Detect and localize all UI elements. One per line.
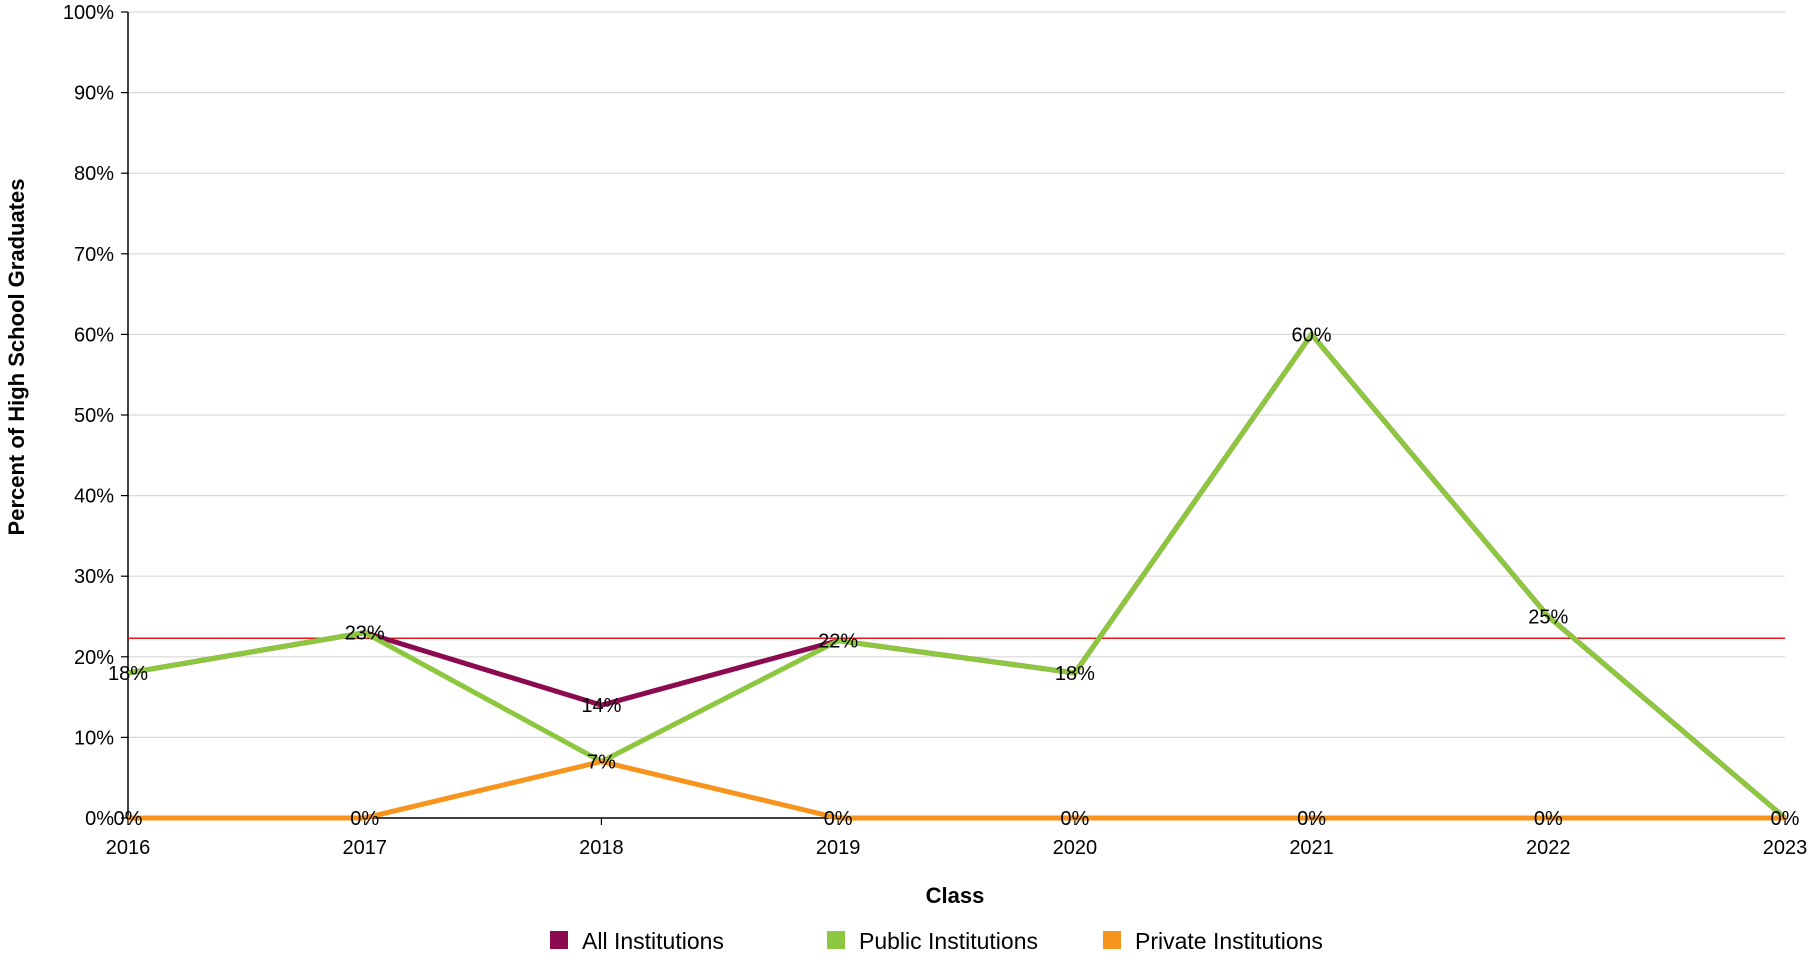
y-tick-label: 40% [74, 486, 114, 508]
legend-label-all-institutions: All Institutions [582, 928, 724, 954]
legend: All Institutions Public Institutions Priva… [550, 928, 1323, 954]
x-tick-label: 2018 [579, 837, 624, 859]
y-tick-label: 100% [63, 2, 114, 24]
legend-swatch-private-institutions [1103, 931, 1121, 949]
series-lines [127, 330, 1787, 821]
data-label: 18% [108, 663, 148, 685]
y-tick-label: 90% [74, 83, 114, 105]
data-label: 0% [1771, 808, 1800, 830]
data-labels: 18% 23% 14% 7% 22% 18% 60% 25% 0% 0% 0% 0% 0% 0% 0% [108, 324, 1800, 830]
y-tick-label: 70% [74, 244, 114, 266]
x-tick-label: 2019 [816, 837, 861, 859]
legend-swatch-public-institutions [827, 931, 845, 949]
x-tick-label: 2022 [1526, 837, 1571, 859]
x-tick-label: 2016 [106, 837, 151, 859]
data-label: 22% [818, 631, 858, 653]
data-label: 14% [581, 695, 621, 717]
data-label: 60% [1292, 324, 1332, 346]
data-label: 25% [1528, 607, 1568, 629]
x-axis-title: Class [926, 883, 985, 908]
x-tick-label: 2017 [342, 837, 387, 859]
data-label: 0% [114, 808, 143, 830]
data-label: 23% [345, 623, 385, 645]
legend-label-private-institutions: Private Institutions [1135, 928, 1323, 954]
x-tick-label: 2023 [1763, 837, 1808, 859]
y-tick-label: 30% [74, 566, 114, 588]
data-label: 0% [1297, 808, 1326, 830]
x-tick-label: 2020 [1053, 837, 1098, 859]
legend-swatch-all-institutions [550, 931, 568, 949]
data-label: 7% [587, 752, 616, 774]
y-tick-label: 0% [85, 808, 114, 830]
series-line-private-institutions [128, 759, 1785, 821]
data-label: 0% [824, 808, 853, 830]
data-label: 0% [350, 808, 379, 830]
y-tick-label: 50% [74, 405, 114, 427]
y-axis-title: Percent of High School Graduates [4, 179, 29, 536]
y-axis-ticks: 0% 10% 20% 30% 40% 50% 60% 70% 80% 90% 100% [63, 2, 128, 830]
legend-label-public-institutions: Public Institutions [859, 928, 1038, 954]
y-tick-label: 60% [74, 324, 114, 346]
y-tick-label: 10% [74, 727, 114, 749]
series-line-public-institutions [127, 330, 1787, 820]
y-tick-label: 20% [74, 647, 114, 669]
x-tick-label: 2021 [1289, 837, 1334, 859]
y-tick-label: 80% [74, 163, 114, 185]
data-label: 18% [1055, 663, 1095, 685]
data-label: 0% [1534, 808, 1563, 830]
data-label: 0% [1060, 808, 1089, 830]
